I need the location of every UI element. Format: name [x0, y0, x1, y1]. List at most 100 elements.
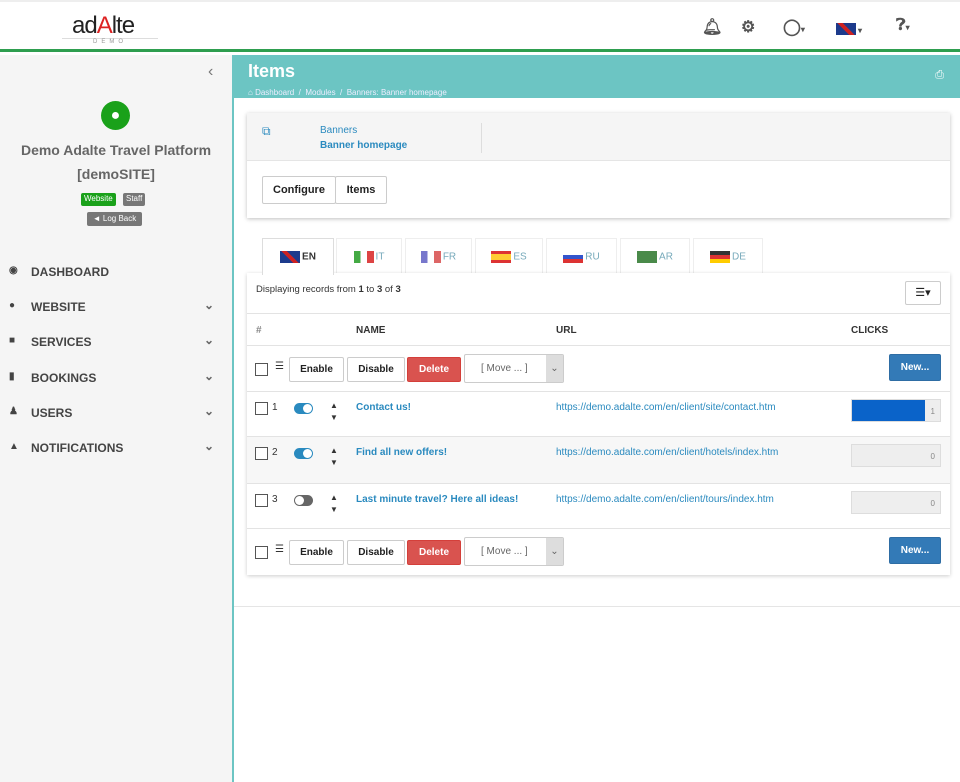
- clicks-value: 0: [930, 452, 935, 461]
- log-back-button[interactable]: ◄ Log Back: [87, 212, 142, 226]
- delete-button[interactable]: Delete: [407, 540, 461, 565]
- breadcrumb-modules[interactable]: Modules: [305, 88, 336, 97]
- item-name[interactable]: Banner homepage: [320, 140, 408, 151]
- sidebar-item-notifications[interactable]: ▲ NOTIFICATIONS ⌄: [0, 433, 232, 463]
- tab-it[interactable]: IT: [336, 238, 402, 274]
- enabled-toggle[interactable]: [294, 495, 313, 506]
- sidebar-item-services[interactable]: ■ SERVICES ⌄: [0, 327, 232, 357]
- sidebar-item-label: USERS: [31, 406, 73, 420]
- tab-ar[interactable]: AR: [620, 238, 690, 274]
- row-checkbox[interactable]: [255, 494, 268, 507]
- delete-button[interactable]: Delete: [407, 357, 461, 382]
- disable-button[interactable]: Disable: [347, 357, 405, 382]
- chevron-down-icon: ⌄: [204, 404, 215, 418]
- sidebar-item-dashboard[interactable]: ◉ DASHBOARD: [0, 257, 232, 287]
- records-of-word: of: [384, 284, 393, 295]
- bulk-actions-bottom: ☰ Enable Disable Delete [ Move ... ] ⌄ Ne…: [247, 528, 950, 575]
- disable-button[interactable]: Disable: [347, 540, 405, 565]
- help-icon[interactable]: ❓︎▾: [896, 17, 910, 34]
- move-down-icon[interactable]: ▼: [330, 413, 338, 422]
- module-name[interactable]: Banners: [320, 125, 358, 136]
- item-url-link[interactable]: https://demo.adalte.com/en/client/site/c…: [556, 402, 776, 413]
- tab-label: FR: [442, 251, 457, 263]
- breadcrumb: ⌂ Dashboard / Modules / Banners: Banner …: [248, 88, 447, 97]
- row-number: 2: [272, 447, 278, 458]
- tab-fr[interactable]: FR: [405, 238, 472, 274]
- bell-icon: ▲: [9, 441, 19, 452]
- chevron-down-icon: ⌄: [204, 369, 215, 383]
- move-select[interactable]: [ Move ... ] ⌄: [464, 537, 564, 566]
- gear-icon[interactable]: ⚙: [741, 19, 756, 36]
- item-name-link[interactable]: Find all new offers!: [356, 447, 448, 458]
- france-flag-icon: [420, 251, 441, 263]
- reorder-arrows: ▲ ▼: [330, 492, 338, 516]
- column-header-url[interactable]: URL: [556, 325, 577, 336]
- staff-badge: Staff: [123, 193, 146, 206]
- uk-flag-icon[interactable]: ▾: [836, 20, 862, 38]
- table-header: # NAME URL CLICKS: [247, 313, 950, 345]
- enable-button[interactable]: Enable: [289, 540, 344, 565]
- chevron-down-icon: ⌄: [204, 333, 215, 347]
- sidebar-item-users[interactable]: ♟ USERS ⌄: [0, 398, 232, 428]
- move-down-icon[interactable]: ▼: [330, 458, 338, 467]
- banners-icon: ⧉: [262, 124, 271, 138]
- print-icon[interactable]: ⎙: [935, 69, 944, 81]
- italy-flag-icon: [353, 251, 374, 263]
- move-down-icon[interactable]: ▼: [330, 505, 338, 514]
- clicks-bar: 0: [851, 491, 941, 514]
- tab-label: DE: [732, 251, 746, 263]
- collapse-sidebar-icon[interactable]: ‹: [208, 63, 214, 80]
- clicks-value: 0: [930, 499, 935, 508]
- breadcrumb-current: Banners: Banner homepage: [346, 88, 447, 97]
- chevron-down-icon: ⌄: [204, 439, 215, 453]
- tab-label: EN: [302, 251, 316, 263]
- bell-icon[interactable]: 🔔︎: [702, 19, 723, 36]
- new-button[interactable]: New...: [889, 537, 941, 564]
- move-up-icon[interactable]: ▲: [330, 446, 338, 455]
- tab-en[interactable]: EN: [262, 238, 334, 275]
- chevron-down-icon: ⌄: [546, 538, 563, 565]
- tab-ru[interactable]: RU: [546, 238, 617, 274]
- logo[interactable]: adAlte: [72, 12, 135, 39]
- select-all-checkbox[interactable]: [255, 363, 268, 376]
- tab-label: RU: [585, 251, 600, 263]
- item-name-link[interactable]: Last minute travel? Here all ideas!: [356, 494, 519, 505]
- column-options-button[interactable]: ☰▾: [905, 281, 941, 305]
- item-name-link[interactable]: Contact us!: [356, 402, 411, 413]
- table-row: 2 ▲ ▼ Find all new offers! https://demo.a…: [247, 436, 950, 483]
- row-checkbox[interactable]: [255, 447, 268, 460]
- clicks-bar: 0: [851, 444, 941, 467]
- move-up-icon[interactable]: ▲: [330, 401, 338, 410]
- list-icon: ☰: [275, 361, 284, 372]
- move-up-icon[interactable]: ▲: [330, 493, 338, 502]
- reorder-arrows: ▲ ▼: [330, 400, 338, 424]
- item-url-link[interactable]: https://demo.adalte.com/en/client/tours/…: [556, 494, 774, 505]
- items-button[interactable]: Items: [335, 176, 387, 204]
- records-total: 3: [395, 284, 401, 295]
- user-icon: ♟: [9, 406, 18, 417]
- records-to-word: to: [366, 284, 375, 295]
- new-button[interactable]: New...: [889, 354, 941, 381]
- user-icon[interactable]: ◯▾: [783, 19, 805, 36]
- select-all-checkbox[interactable]: [255, 546, 268, 559]
- reorder-arrows: ▲ ▼: [330, 445, 338, 469]
- items-table-panel: Displaying records from 1 to 3 of 3 ☰▾ #…: [247, 273, 950, 575]
- move-select[interactable]: [ Move ... ] ⌄: [464, 354, 564, 383]
- tab-label: IT: [375, 251, 385, 263]
- item-url-link[interactable]: https://demo.adalte.com/en/client/hotels…: [556, 447, 779, 458]
- enable-button[interactable]: Enable: [289, 357, 344, 382]
- enabled-toggle[interactable]: [294, 448, 313, 459]
- breadcrumb-dashboard[interactable]: ⌂ Dashboard: [248, 88, 295, 97]
- briefcase-icon: ■: [9, 335, 16, 346]
- configure-button[interactable]: Configure: [262, 176, 336, 204]
- row-checkbox[interactable]: [255, 402, 268, 415]
- tab-de[interactable]: DE: [693, 238, 763, 274]
- column-header-clicks[interactable]: CLICKS: [851, 325, 889, 336]
- sidebar-item-bookings[interactable]: ▮ BOOKINGS ⌄: [0, 363, 232, 393]
- clicks-bar: 1: [851, 399, 941, 422]
- sidebar-item-website[interactable]: ● WEBSITE ⌄: [0, 292, 232, 322]
- column-header-name[interactable]: NAME: [356, 325, 386, 336]
- page-title: Items: [248, 61, 296, 81]
- enabled-toggle[interactable]: [294, 403, 313, 414]
- tab-es[interactable]: ES: [475, 238, 543, 274]
